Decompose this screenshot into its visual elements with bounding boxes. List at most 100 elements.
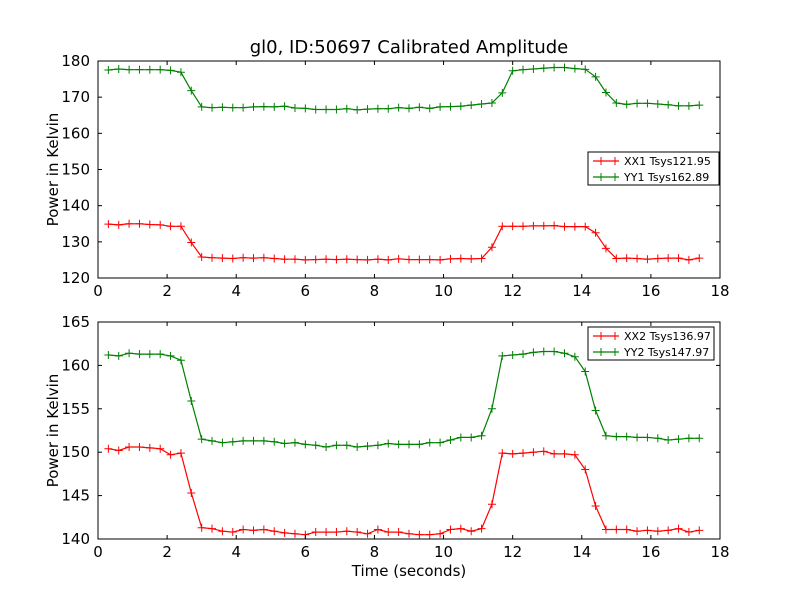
- y-tick-label: 150: [61, 161, 90, 179]
- x-tick-label: 10: [434, 543, 453, 561]
- data-point-marker: [197, 253, 206, 262]
- y-axis-label: Power in Kelvin: [44, 113, 62, 227]
- data-point-marker: [405, 529, 413, 538]
- data-point-marker: [228, 254, 237, 263]
- data-point-marker: [633, 99, 642, 108]
- data-point-marker: [653, 434, 662, 443]
- data-point-marker: [684, 434, 693, 443]
- data-point-marker: [601, 525, 610, 534]
- data-point-marker: [166, 351, 175, 360]
- data-point-marker: [581, 465, 590, 474]
- data-point-marker: [405, 104, 413, 113]
- data-point-marker: [259, 436, 268, 445]
- legend-swatch-marker: [597, 173, 619, 181]
- x-tick-label: 14: [572, 282, 591, 300]
- data-point-marker: [539, 221, 548, 230]
- data-point-marker: [125, 349, 134, 358]
- y-tick-label: 130: [61, 233, 90, 251]
- data-point-marker: [456, 524, 465, 533]
- data-point-marker: [239, 525, 248, 534]
- data-point-marker: [560, 449, 569, 458]
- data-point-marker: [508, 350, 517, 359]
- data-point-marker: [394, 254, 403, 263]
- data-point-marker: [156, 65, 165, 74]
- data-point-marker: [612, 98, 621, 107]
- legend: XX2 Tsys136.97 YY2 Tsys147.97: [587, 326, 715, 361]
- data-point-marker: [208, 524, 217, 533]
- data-point-marker: [519, 65, 528, 74]
- data-point-marker: [487, 243, 496, 252]
- data-point-marker: [436, 438, 445, 447]
- data-point-marker: [643, 255, 652, 264]
- data-point-marker: [684, 101, 693, 110]
- legend-swatch-marker: [597, 332, 619, 340]
- data-point-marker: [176, 449, 185, 458]
- legend-entry-label: XX2 Tsys136.97: [624, 330, 711, 343]
- data-point-marker: [259, 102, 268, 111]
- data-point-marker: [695, 434, 704, 443]
- data-point-marker: [539, 347, 548, 356]
- data-point-marker: [415, 440, 424, 449]
- data-point-marker: [342, 527, 351, 536]
- data-point-marker: [695, 254, 704, 263]
- data-point-marker: [643, 99, 652, 108]
- data-point-marker: [560, 222, 569, 231]
- data-point-marker: [332, 441, 341, 450]
- axes-frame: [97, 321, 721, 540]
- data-point-marker: [612, 525, 621, 534]
- data-point-marker: [498, 88, 507, 97]
- x-tick-label: 16: [641, 282, 660, 300]
- data-point-marker: [197, 102, 206, 111]
- data-point-marker: [114, 351, 123, 360]
- data-point-marker: [125, 442, 134, 451]
- data-point-marker: [363, 529, 372, 538]
- data-point-marker: [508, 66, 517, 75]
- data-point-marker: [322, 105, 331, 114]
- data-point-marker: [633, 254, 642, 263]
- data-point-marker: [487, 500, 496, 509]
- series-line-2: [108, 66, 700, 111]
- data-point-marker: [622, 100, 631, 109]
- data-point-marker: [363, 255, 372, 264]
- data-point-marker: [612, 254, 621, 263]
- y-tick-label: 165: [61, 313, 90, 331]
- data-point-marker: [550, 449, 559, 458]
- data-point-marker: [280, 528, 289, 537]
- data-point-marker: [539, 64, 548, 73]
- x-tick-label: 10: [434, 282, 453, 300]
- data-point-marker: [570, 64, 579, 73]
- data-point-marker: [550, 63, 559, 72]
- data-point-marker: [239, 103, 248, 112]
- data-point-marker: [405, 440, 413, 449]
- data-point-marker: [477, 100, 486, 109]
- data-point-marker: [135, 442, 144, 451]
- data-point-marker: [156, 220, 165, 229]
- data-point-marker: [342, 255, 351, 264]
- x-tick-label: 16: [641, 543, 660, 561]
- data-point-marker: [581, 65, 590, 74]
- data-point-marker: [166, 222, 175, 231]
- data-point-marker: [332, 255, 341, 264]
- x-tick-label: 4: [231, 282, 241, 300]
- legend-box: [587, 326, 715, 361]
- x-tick-label: 12: [503, 543, 522, 561]
- x-tick-label: 0: [93, 282, 103, 300]
- data-point-marker: [322, 442, 331, 451]
- data-point-marker: [425, 530, 434, 539]
- data-point-marker: [653, 527, 662, 536]
- data-point-marker: [456, 433, 465, 442]
- data-point-marker: [311, 105, 320, 114]
- data-point-marker: [197, 523, 206, 532]
- series-line-2: [108, 350, 700, 448]
- data-point-marker: [332, 105, 341, 114]
- data-point-marker: [394, 440, 403, 449]
- y-tick-label: 180: [61, 52, 90, 70]
- data-point-marker: [290, 438, 299, 447]
- data-point-marker: [239, 253, 248, 262]
- data-point-marker: [311, 255, 320, 264]
- data-point-marker: [436, 529, 445, 538]
- data-point-marker: [519, 350, 528, 359]
- data-point-marker: [384, 104, 393, 113]
- data-point-marker: [270, 254, 279, 263]
- data-point-marker: [373, 255, 382, 264]
